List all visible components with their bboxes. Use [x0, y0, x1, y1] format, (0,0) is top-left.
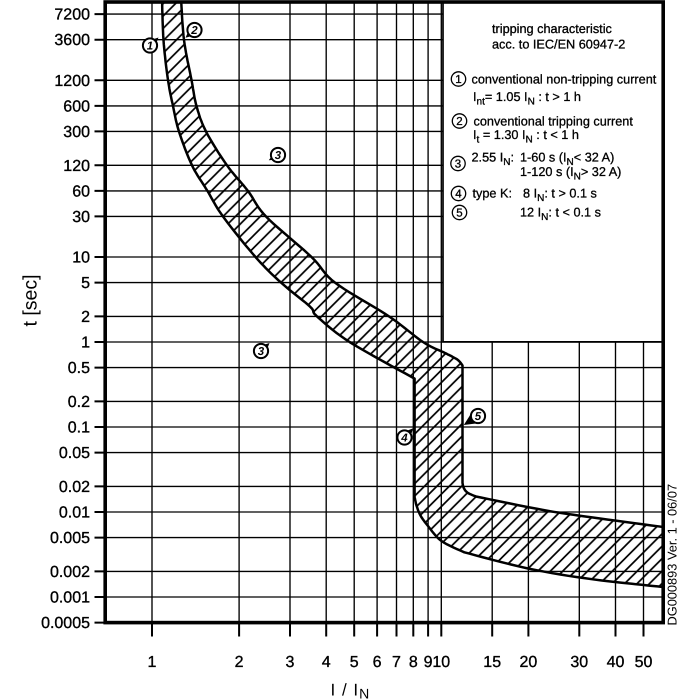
- svg-text:t [sec]: t [sec]: [20, 274, 42, 326]
- svg-text:3: 3: [275, 150, 282, 162]
- svg-text:0.2: 0.2: [68, 394, 90, 411]
- svg-text:300: 300: [63, 124, 90, 141]
- svg-text:4: 4: [455, 189, 462, 201]
- svg-text:40: 40: [607, 654, 625, 671]
- svg-text:0.05: 0.05: [59, 445, 90, 462]
- svg-text:conventional tripping current: conventional tripping current: [474, 115, 634, 129]
- svg-text:tripping characteristic: tripping characteristic: [492, 22, 613, 36]
- svg-text:15: 15: [483, 654, 501, 671]
- svg-text:7: 7: [392, 654, 401, 671]
- svg-text:0.02: 0.02: [59, 479, 90, 496]
- svg-text:10: 10: [432, 654, 450, 671]
- svg-text:1: 1: [147, 41, 153, 53]
- svg-text:3: 3: [258, 346, 265, 358]
- svg-text:0.002: 0.002: [50, 564, 90, 581]
- svg-text:0.005: 0.005: [50, 530, 90, 547]
- svg-text:5: 5: [350, 654, 359, 671]
- svg-text:6: 6: [373, 654, 382, 671]
- svg-text:600: 600: [63, 98, 90, 115]
- svg-text:9: 9: [424, 654, 433, 671]
- svg-text:12 IN: t < 0.1 s: 12 IN: t < 0.1 s: [520, 206, 601, 224]
- svg-text:4: 4: [322, 654, 331, 671]
- svg-text:1-120 s (IN> 32 A): 1-120 s (IN> 32 A): [520, 165, 621, 183]
- svg-text:1: 1: [455, 74, 461, 86]
- svg-text:0.01: 0.01: [59, 505, 90, 522]
- svg-text:3: 3: [455, 159, 461, 171]
- svg-text:It = 1.30 IN : t < 1 h: It = 1.30 IN : t < 1 h: [473, 128, 579, 146]
- svg-text:I / IN: I / IN: [331, 681, 371, 700]
- svg-text:1200: 1200: [54, 73, 90, 90]
- svg-text:1: 1: [81, 335, 90, 352]
- svg-text:7200: 7200: [54, 7, 90, 24]
- svg-text:2: 2: [190, 25, 198, 37]
- svg-text:0.0005: 0.0005: [41, 615, 90, 632]
- svg-text:5: 5: [456, 208, 462, 220]
- svg-text:2: 2: [81, 309, 90, 326]
- svg-text:30: 30: [570, 654, 588, 671]
- svg-text:type K:: type K:: [473, 187, 513, 201]
- svg-text:50: 50: [635, 654, 653, 671]
- svg-text:60: 60: [72, 183, 90, 200]
- svg-text:3600: 3600: [54, 32, 90, 49]
- svg-text:conventional non-tripping curr: conventional non-tripping current: [472, 73, 657, 87]
- svg-text:2: 2: [456, 116, 462, 128]
- svg-text:2: 2: [235, 654, 244, 671]
- svg-text:30: 30: [72, 209, 90, 226]
- svg-text:5: 5: [81, 275, 90, 292]
- svg-text:5: 5: [475, 411, 482, 423]
- svg-text:0.1: 0.1: [68, 420, 90, 437]
- svg-text:4: 4: [400, 433, 408, 445]
- svg-text:acc. to IEC/EN 60947-2: acc. to IEC/EN 60947-2: [492, 38, 625, 52]
- svg-text:0.5: 0.5: [68, 360, 90, 377]
- svg-text:DG000893 Ver. 1 - 06/07: DG000893 Ver. 1 - 06/07: [665, 484, 680, 626]
- svg-text:10: 10: [72, 250, 90, 267]
- svg-text:0.001: 0.001: [50, 590, 90, 607]
- svg-text:Int= 1.05 IN : t > 1 h: Int= 1.05 IN : t > 1 h: [473, 90, 581, 108]
- svg-text:8: 8: [409, 654, 418, 671]
- svg-text:3: 3: [286, 654, 295, 671]
- svg-text:20: 20: [520, 654, 538, 671]
- svg-text:1: 1: [148, 654, 157, 671]
- svg-text:120: 120: [63, 158, 90, 175]
